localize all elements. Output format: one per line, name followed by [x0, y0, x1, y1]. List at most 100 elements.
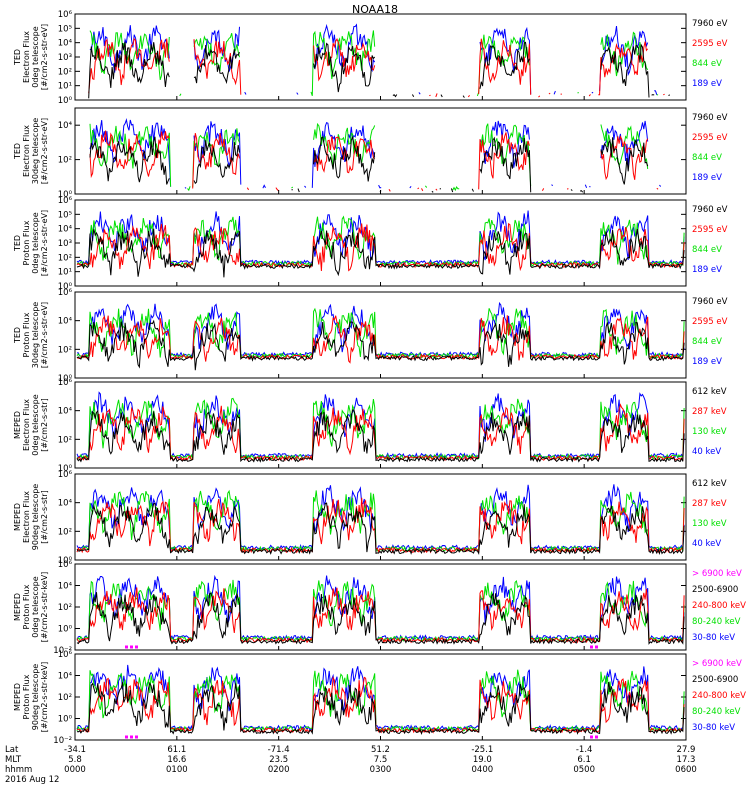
legend-entry: 189 eV	[692, 265, 722, 275]
y-tick-label: 10⁶	[58, 470, 73, 480]
x-tick-lat: 61.1	[167, 745, 186, 755]
legend-entry: 80-240 keV	[692, 617, 741, 627]
y-tick-label: 10⁻²	[53, 736, 72, 746]
y-tick-label: 10⁵	[58, 24, 72, 34]
series-trace	[76, 228, 685, 278]
panel-5: 10⁰ 10² 10⁴ 10⁶ MEPEDElectron Flux0deg teles…	[13, 378, 727, 474]
series-trace	[89, 39, 684, 98]
series-trace	[76, 592, 685, 645]
legend-entry: 130 keV	[692, 519, 727, 529]
series-trace	[90, 131, 684, 192]
y-tick-label: 10²	[58, 603, 72, 613]
x-axis-row-label: Lat	[5, 745, 19, 755]
legend-entry: 844 eV	[692, 337, 722, 347]
panel-7: 10⁻² 10⁰ 10² 10⁴ 10⁶ MEPEDProton Flux0deg tel…	[13, 560, 746, 656]
y-tick-label: 10⁴	[58, 225, 73, 235]
legend-entry: 2595 eV	[692, 133, 728, 143]
series-trace	[76, 484, 685, 552]
y-tick-label: 10⁰	[58, 96, 73, 106]
series-trace	[76, 587, 685, 644]
series-trace	[90, 30, 684, 96]
legend-entry: 240-800 keV	[692, 691, 746, 701]
legend-entry: 189 eV	[692, 173, 722, 183]
panel-1: 10⁰ 10¹ 10² 10³ 10⁴ 10⁵ 10⁶ TEDElectron Flux0de…	[13, 10, 728, 106]
y-tick-label: 10⁶	[58, 560, 73, 570]
y-tick-label: 10⁴	[58, 121, 73, 131]
y-tick-label: 10⁴	[58, 582, 73, 592]
panel-8: 10⁻² 10⁰ 10² 10⁴ 10⁶ MEPEDProton Flux90deg te…	[13, 650, 746, 746]
legend-entry: 612 keV	[692, 479, 727, 489]
legend-entry: 7960 eV	[692, 205, 728, 215]
y-axis-label: TEDProton Flux0deg telescope[#/cm2-s-str…	[13, 210, 49, 276]
series-trace	[90, 120, 684, 188]
y-axis-label: MEPEDElectron Flux0deg telescope[#/cm2-s…	[13, 394, 49, 455]
legend-entry: > 6900 keV	[692, 569, 742, 579]
series-trace	[76, 215, 685, 268]
series-trace	[89, 42, 684, 99]
x-tick-mlt: 23.5	[269, 755, 288, 765]
legend-entry: 287 keV	[692, 407, 727, 417]
x-tick-hhmm: 0300	[370, 765, 392, 775]
series-trace	[76, 210, 685, 266]
series-trace	[76, 403, 685, 462]
legend-entry: 287 keV	[692, 499, 727, 509]
y-tick-label: 10⁴	[58, 407, 73, 417]
y-tick-label: 10⁰	[58, 190, 73, 200]
y-axis-label: MEPEDProton Flux90deg telescope[#/cm2-s-…	[13, 662, 49, 733]
x-axis-row-label: MLT	[5, 755, 22, 765]
legend-entry: 30-80 keV	[692, 633, 735, 643]
legend-entry: 7960 eV	[692, 113, 728, 123]
series-trace	[76, 579, 685, 643]
series-trace	[76, 675, 685, 734]
panel-6: 10⁰ 10² 10⁴ 10⁶ MEPEDElectron Flux90deg tele…	[13, 470, 727, 566]
y-tick-label: 10¹	[58, 268, 72, 278]
y-tick-label: 10⁴	[58, 39, 73, 49]
x-tick-lat: 51.2	[371, 745, 390, 755]
legend-entry: 2595 eV	[692, 225, 728, 235]
series-trace	[76, 489, 685, 553]
y-axis-label: TEDElectron Flux0deg telescope[#/cm2-s-s…	[13, 24, 49, 90]
legend-entry: 2500-6900	[692, 585, 738, 595]
x-tick-hhmm: 0400	[472, 765, 494, 775]
x-tick-mlt: 6.1	[577, 755, 591, 765]
series-trace	[90, 124, 684, 190]
y-axis-label: TEDElectron Flux30deg telescope[#/cm2-s-…	[13, 118, 49, 185]
y-tick-label: 10²	[58, 253, 72, 263]
legend-entry: 240-800 keV	[692, 601, 746, 611]
x-tick-mlt: 16.6	[167, 755, 186, 765]
series-trace	[76, 502, 685, 555]
legend-entry: 2595 eV	[692, 317, 728, 327]
series-trace	[76, 397, 685, 461]
series-trace	[76, 222, 685, 272]
y-tick-label: 10⁰	[58, 556, 73, 566]
x-tick-lat: -25.1	[471, 745, 493, 755]
legend-entry: 7960 eV	[692, 19, 728, 29]
x-tick-hhmm: 0200	[268, 765, 290, 775]
legend-entry: 844 eV	[692, 59, 722, 69]
series-trace	[76, 409, 685, 463]
y-tick-label: 10⁴	[58, 499, 73, 509]
x-tick-mlt: 5.8	[68, 755, 82, 765]
series-trace	[77, 301, 685, 358]
legend-entry: 844 eV	[692, 245, 722, 255]
legend-entry: 189 eV	[692, 79, 722, 89]
panel-2: 10⁰ 10² 10⁴ TEDElectron Flux30deg telescope…	[13, 107, 728, 200]
x-tick-lat: -1.4	[576, 745, 593, 755]
y-tick-label: 10⁶	[58, 378, 73, 388]
legend-entry: 30-80 keV	[692, 723, 735, 733]
series-trace	[76, 315, 685, 364]
y-tick-label: 10⁴	[58, 672, 73, 682]
legend-entry: 189 eV	[692, 357, 722, 367]
legend-entry: 40 keV	[692, 447, 721, 457]
legend-entry: 612 keV	[692, 387, 727, 397]
y-tick-label: 10²	[58, 345, 72, 355]
y-tick-label: 10⁶	[58, 650, 73, 660]
panel-4: 10⁰ 10² 10⁴ 10⁶ TEDProton Flux30deg telescop…	[13, 288, 728, 384]
panel-frame	[74, 13, 687, 101]
x-tick-lat: 27.9	[677, 745, 696, 755]
x-tick-lat: -34.1	[64, 745, 86, 755]
series-trace	[76, 391, 685, 459]
legend-entry: 844 eV	[692, 153, 722, 163]
y-tick-label: 10⁰	[58, 715, 73, 725]
